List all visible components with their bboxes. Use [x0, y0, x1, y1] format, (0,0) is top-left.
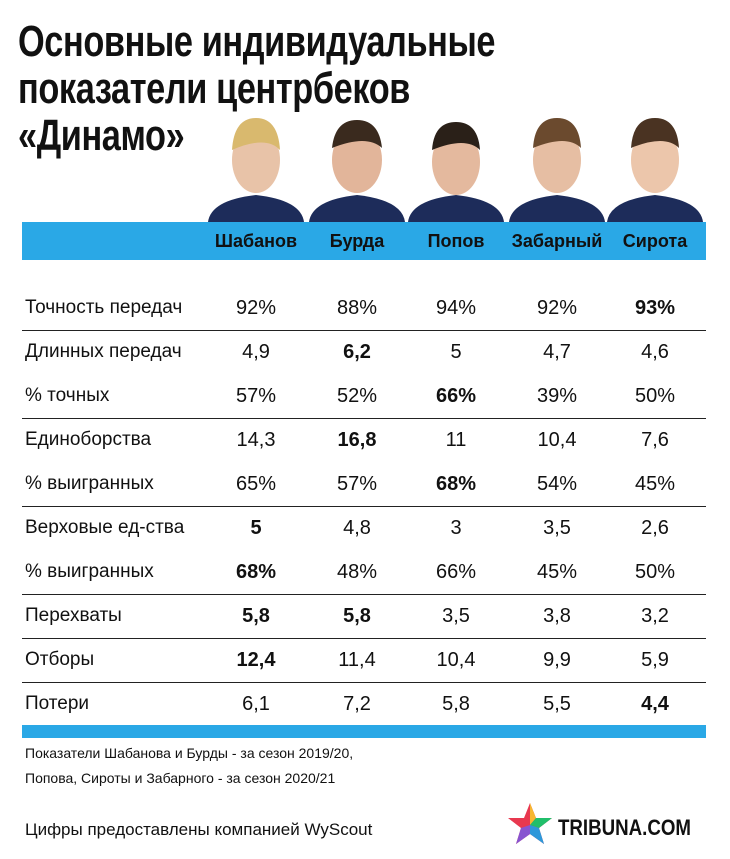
cell-value: 2,6	[641, 517, 669, 539]
cell-value: 5,8	[343, 605, 371, 627]
cell-value: 10,4	[537, 429, 577, 451]
cell-value: 12,4	[236, 649, 276, 671]
row-label: Перехваты	[25, 605, 122, 626]
row-separator	[22, 594, 706, 595]
row-label: Единоборства	[25, 429, 152, 450]
row-separator	[22, 506, 706, 507]
column-header: Бурда	[329, 231, 385, 251]
row-separator	[22, 638, 706, 639]
footnote: Показатели Шабанова и Бурды - за сезон 2…	[25, 745, 354, 761]
column-header: Шабанов	[214, 231, 298, 251]
cell-value: 66%	[435, 561, 477, 583]
row-separator	[22, 330, 706, 331]
cell-value: 88%	[336, 297, 378, 319]
cell-value: 57%	[235, 385, 277, 407]
cell-value: 65%	[235, 473, 277, 495]
cell-value: 48%	[336, 561, 378, 583]
cell-value: 5,5	[543, 693, 571, 715]
cell-value: 66%	[435, 385, 477, 407]
cell-value: 5	[450, 341, 462, 363]
row-separator	[22, 418, 706, 419]
cell-value: 7,2	[343, 693, 371, 715]
column-header: Сирота	[622, 231, 688, 251]
row-label: Верховые ед-ства	[25, 517, 185, 538]
footnote: Попова, Сироты и Забарного - за сезон 20…	[25, 770, 336, 786]
cell-value: 45%	[634, 473, 676, 495]
title-line: «Динамо»	[18, 111, 185, 160]
cell-value: 68%	[435, 473, 477, 495]
cell-value: 4,4	[641, 693, 669, 715]
row-separator	[22, 682, 706, 683]
cell-value: 92%	[235, 297, 277, 319]
cell-value: 5,8	[442, 693, 470, 715]
cell-value: 39%	[536, 385, 578, 407]
column-header: Попов	[427, 231, 485, 251]
cell-value: 54%	[536, 473, 578, 495]
credit: Цифры предоставлены компанией WyScout	[25, 820, 373, 839]
cell-value: 50%	[634, 385, 676, 407]
cell-value: 50%	[634, 561, 676, 583]
cell-value: 3,2	[641, 605, 669, 627]
row-label: % выигранных	[25, 561, 154, 582]
cell-value: 10,4	[436, 649, 476, 671]
title-line: показатели центрбеков	[18, 64, 410, 113]
cell-value: 93%	[634, 297, 676, 319]
row-label: Отборы	[25, 649, 95, 670]
player-photos	[208, 118, 703, 222]
cell-value: 4,7	[543, 341, 571, 363]
column-header: Забарный	[511, 231, 603, 251]
cell-value: 3	[450, 517, 462, 539]
cell-value: 11	[445, 429, 467, 451]
cell-value: 7,6	[641, 429, 669, 451]
cell-value: 68%	[235, 561, 277, 583]
logo-star	[508, 803, 552, 844]
cell-value: 9,9	[543, 649, 571, 671]
cell-value: 14,3	[236, 429, 276, 451]
cell-value: 3,8	[543, 605, 571, 627]
row-label: Точность передач	[25, 297, 183, 318]
row-label: Потери	[25, 693, 90, 714]
cell-value: 6,1	[242, 693, 270, 715]
title-line: Основные индивидуальные	[18, 17, 496, 66]
cell-value: 5	[250, 517, 262, 539]
row-label: % выигранных	[25, 473, 154, 494]
cell-value: 94%	[435, 297, 477, 319]
footer-band	[22, 725, 706, 738]
cell-value: 5,8	[242, 605, 270, 627]
cell-value: 3,5	[442, 605, 470, 627]
row-label: Длинных передач	[25, 341, 182, 362]
row-label: % точных	[25, 385, 110, 406]
cell-value: 52%	[336, 385, 378, 407]
cell-value: 4,9	[242, 341, 270, 363]
logo-text: TRIBUNA.COM	[558, 815, 691, 840]
cell-value: 11,4	[338, 649, 376, 671]
cell-value: 4,6	[641, 341, 669, 363]
cell-value: 3,5	[543, 517, 571, 539]
cell-value: 45%	[536, 561, 578, 583]
cell-value: 57%	[336, 473, 378, 495]
cell-value: 5,9	[641, 649, 669, 671]
header-band	[22, 222, 706, 260]
cell-value: 16,8	[337, 429, 377, 451]
cell-value: 92%	[536, 297, 578, 319]
cell-value: 4,8	[343, 517, 371, 539]
cell-value: 6,2	[343, 341, 371, 363]
